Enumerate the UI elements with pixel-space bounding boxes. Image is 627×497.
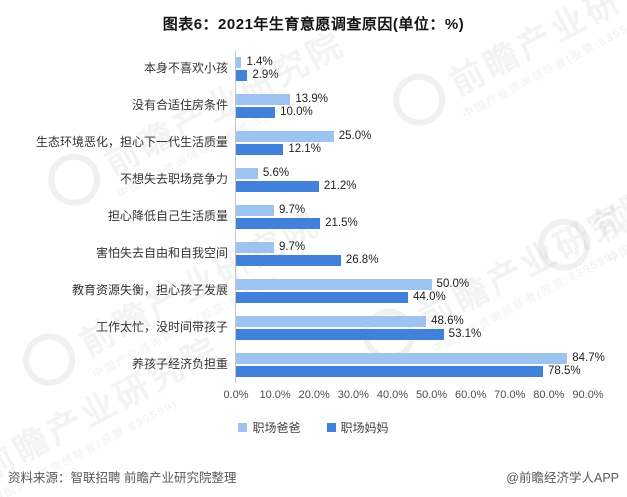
bar-value-label: 25.0% [338, 130, 372, 142]
bar-moms [236, 365, 544, 377]
category-label: 害怕失去自由和自我空间 [95, 245, 228, 260]
axis-tick-label: 30.0% [337, 389, 369, 401]
bar-value-label: 12.1% [288, 143, 321, 155]
bar-dads [236, 241, 274, 253]
legend-label-dads: 职场爸爸 [252, 421, 301, 435]
bar-dads [236, 204, 274, 216]
plot-area: 84.7% 78.5% [235, 346, 605, 383]
bar-dads [236, 315, 427, 327]
bar-value-label: 2.9% [252, 69, 279, 81]
bar-dads [236, 278, 432, 290]
axis-tick-label: 70.0% [494, 389, 526, 401]
chart-row: 养孩子经济负担重 84.7% 78.5% [0, 346, 627, 383]
plot-area: 25.0% 12.1% [235, 124, 588, 161]
category-label: 没有合适住房条件 [131, 97, 228, 112]
bar-value-label: 9.7% [278, 204, 306, 216]
axis-tick-label: 60.0% [455, 389, 487, 401]
bar-dads [236, 167, 258, 179]
chart-row: 工作太忙，没时间带孩子 48.6% 53.1% [0, 309, 627, 346]
plot-area: 13.9% 10.0% [235, 87, 588, 124]
category-label: 养孩子经济负担重 [131, 356, 228, 371]
bar-chart: 本身不喜欢小孩 1.4% 2.9% 没有合适住房条件 13.9% 10.0% 生态环境恶化，… [0, 50, 627, 436]
bar-dads [236, 93, 291, 105]
chart-rows: 本身不喜欢小孩 1.4% 2.9% 没有合适住房条件 13.9% 10.0% 生态环境恶化，… [0, 50, 627, 383]
category-label: 工作太忙，没时间带孩子 [95, 319, 228, 334]
category-label: 不想失去职场竞争力 [119, 171, 228, 186]
chart-row: 教育资源失衡，担心孩子发展 50.0% 44.0% [0, 272, 627, 309]
category-label: 教育资源失衡，担心孩子发展 [71, 282, 228, 297]
category-label: 生态环境恶化，担心下一代生活质量 [35, 134, 228, 149]
plot-area: 48.6% 53.1% [235, 309, 588, 346]
bar-value-label: 26.8% [345, 254, 379, 266]
chart-row: 没有合适住房条件 13.9% 10.0% [0, 87, 627, 124]
bar-value-label: 21.5% [325, 217, 358, 229]
bar-value-label: 5.6% [262, 167, 290, 179]
bar-value-label: 21.2% [323, 180, 357, 192]
legend-item-dads: 职场爸爸 [238, 419, 301, 436]
bar-value-label: 50.0% [436, 278, 470, 290]
chart-title: 图表6：2021年生育意愿调查原因(单位：%) [162, 16, 465, 33]
axis-tick-label: 50.0% [415, 389, 448, 401]
axis-tick-label: 80.0% [533, 389, 565, 401]
bar-value-label: 53.1% [448, 328, 482, 340]
attribution: @前瞻经济学人APP [506, 471, 619, 485]
axis-tick-label: 10.0% [259, 389, 291, 401]
axis-tick-label: 0.0% [223, 389, 249, 401]
chart-row: 担心降低自己生活质量 9.7% 21.5% [0, 198, 627, 235]
bar-moms [236, 69, 248, 81]
legend: 职场爸爸 职场妈妈 [0, 419, 627, 436]
bar-moms [236, 217, 321, 229]
x-axis: 0.0% 10.0% 20.0% 30.0% 40.0% 50.0% 60.0% 70.0% 8… [223, 389, 603, 405]
footer: 资料来源：智联招聘 前瞻产业研究院整理 @前瞻经济学人APP [8, 467, 619, 486]
chart-row: 不想失去职场竞争力 5.6% 21.2% [0, 161, 627, 198]
chart-row: 生态环境恶化，担心下一代生活质量 25.0% 12.1% [0, 124, 627, 161]
chart-row: 本身不喜欢小孩 1.4% 2.9% [0, 50, 627, 87]
bar-moms [236, 254, 341, 266]
bar-value-label: 10.0% [280, 106, 313, 118]
bar-value-label: 9.7% [278, 241, 306, 253]
category-label: 担心降低自己生活质量 [107, 208, 228, 223]
bar-value-label: 48.6% [431, 315, 464, 327]
axis-tick-label: 90.0% [572, 389, 604, 401]
plot-area: 50.0% 44.0% [235, 272, 588, 309]
legend-item-moms: 职场妈妈 [326, 419, 389, 436]
plot-area: 5.6% 21.2% [235, 161, 588, 198]
plot-area: 9.7% 21.5% [235, 198, 588, 235]
axis-tick-label: 40.0% [376, 389, 409, 401]
bar-moms [236, 291, 409, 303]
bar-value-label: 1.4% [246, 56, 273, 68]
bar-moms [236, 106, 276, 118]
bar-moms [236, 180, 319, 192]
legend-label-moms: 职场妈妈 [340, 421, 389, 435]
bar-moms [236, 328, 444, 340]
bar-value-label: 78.5% [548, 365, 581, 377]
chart-row: 害怕失去自由和自我空间 9.7% 26.8% [0, 235, 627, 272]
plot-area: 9.7% 26.8% [235, 235, 588, 272]
bar-value-label: 44.0% [413, 291, 446, 303]
bar-dads [236, 130, 334, 142]
plot-area: 1.4% 2.9% [235, 50, 588, 87]
bar-value-label: 84.7% [572, 352, 605, 364]
bar-moms [236, 143, 284, 155]
bar-dads [236, 56, 242, 68]
bar-value-label: 13.9% [295, 93, 328, 105]
category-label: 本身不喜欢小孩 [143, 60, 228, 75]
legend-swatch-dads [238, 423, 248, 432]
axis-tick-label: 20.0% [298, 389, 330, 401]
legend-swatch-moms [326, 423, 336, 432]
bar-dads [236, 352, 568, 364]
source-note: 资料来源：智联招聘 前瞻产业研究院整理 [8, 471, 237, 485]
